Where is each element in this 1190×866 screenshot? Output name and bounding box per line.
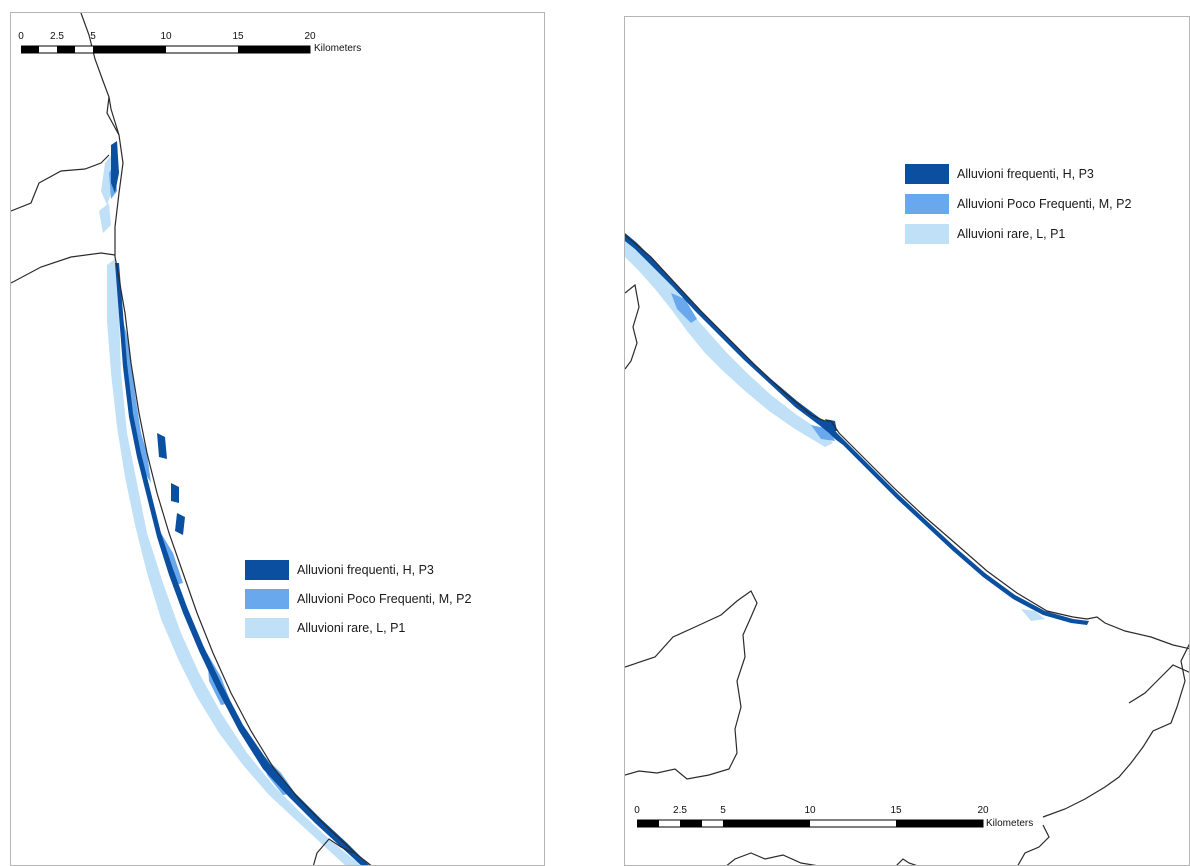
legend-swatch-medium xyxy=(245,589,289,609)
flood-zone-high-right xyxy=(625,233,1089,625)
scale-tick: 15 xyxy=(890,805,902,816)
scale-tick: 15 xyxy=(232,31,244,42)
scale-tick: 2.5 xyxy=(50,31,64,42)
legend-label: Alluvioni Poco Frequenti, M, P2 xyxy=(957,197,1132,211)
legend-label: Alluvioni frequenti, H, P3 xyxy=(297,563,434,577)
scale-unit: Kilometers xyxy=(986,818,1034,829)
scale-tick: 10 xyxy=(160,31,172,42)
admin-boundary-right-1 xyxy=(625,283,640,370)
scale-bar-graphic xyxy=(637,819,984,828)
legend-item-low: Alluvioni rare, L, P1 xyxy=(905,223,1065,245)
admin-boundary-left-2 xyxy=(11,252,116,284)
scale-tick: 0 xyxy=(634,805,640,816)
legend-item-medium: Alluvioni Poco Frequenti, M, P2 xyxy=(905,193,1131,215)
admin-boundary-left-1 xyxy=(11,154,110,212)
admin-boundary-right-5 xyxy=(726,852,817,865)
legend-swatch-high xyxy=(245,560,289,580)
scale-tick: 5 xyxy=(90,31,96,42)
legend-label: Alluvioni frequenti, H, P3 xyxy=(957,167,1094,181)
flood-zone-high-left xyxy=(111,141,369,865)
admin-boundary-right-4 xyxy=(1128,664,1189,704)
legend-item-medium: Alluvioni Poco Frequenti, M, P2 xyxy=(245,588,471,610)
legend-swatch-low xyxy=(905,224,949,244)
map-left-canvas xyxy=(11,13,372,865)
admin-boundary-right-3 xyxy=(1042,643,1189,818)
scale-unit: Kilometers xyxy=(314,43,362,54)
legend-right: Alluvioni frequenti, H, P3 Alluvioni Poc… xyxy=(905,163,1185,245)
scale-tick: 20 xyxy=(304,31,316,42)
map-panel-right: Alluvioni frequenti, H, P3 Alluvioni Poc… xyxy=(624,16,1190,866)
legend-label: Alluvioni rare, L, P1 xyxy=(957,227,1066,241)
scale-tick: 2.5 xyxy=(673,805,687,816)
legend-item-high: Alluvioni frequenti, H, P3 xyxy=(245,559,434,581)
scale-bar-left: 0 2.5 5 10 15 20 Kilometers xyxy=(18,31,381,65)
admin-boundary-right-6 xyxy=(896,858,917,865)
admin-boundary-right-7 xyxy=(1017,824,1050,865)
admin-boundary-right-2 xyxy=(625,590,758,780)
coastline-right xyxy=(625,234,1189,650)
scale-tick: 10 xyxy=(804,805,816,816)
legend-label: Alluvioni rare, L, P1 xyxy=(297,621,406,635)
legend-item-low: Alluvioni rare, L, P1 xyxy=(245,617,405,639)
admin-boundary-left-3 xyxy=(106,96,120,136)
flood-zone-low-left xyxy=(99,153,364,865)
legend-swatch-medium xyxy=(905,194,949,214)
map-panel-left: 0 2.5 5 10 15 20 Kilometers Alluvioni fr… xyxy=(10,12,545,866)
admin-boundary-left-4 xyxy=(312,838,354,865)
legend-swatch-low xyxy=(245,618,289,638)
scale-bar-graphic xyxy=(21,45,311,54)
legend-label: Alluvioni Poco Frequenti, M, P2 xyxy=(297,592,472,606)
map-right-canvas xyxy=(625,233,1189,865)
legend-swatch-high xyxy=(905,164,949,184)
coastline-left xyxy=(80,13,372,865)
flood-zone-medium-right xyxy=(671,293,835,441)
legend-left: Alluvioni frequenti, H, P3 Alluvioni Poc… xyxy=(245,559,535,639)
scale-tick: 20 xyxy=(977,805,989,816)
scale-tick: 5 xyxy=(720,805,726,816)
scale-bar-right: 0 2.5 5 10 15 20 Kilometers xyxy=(634,805,1067,839)
scale-tick: 0 xyxy=(18,31,24,42)
legend-item-high: Alluvioni frequenti, H, P3 xyxy=(905,163,1094,185)
